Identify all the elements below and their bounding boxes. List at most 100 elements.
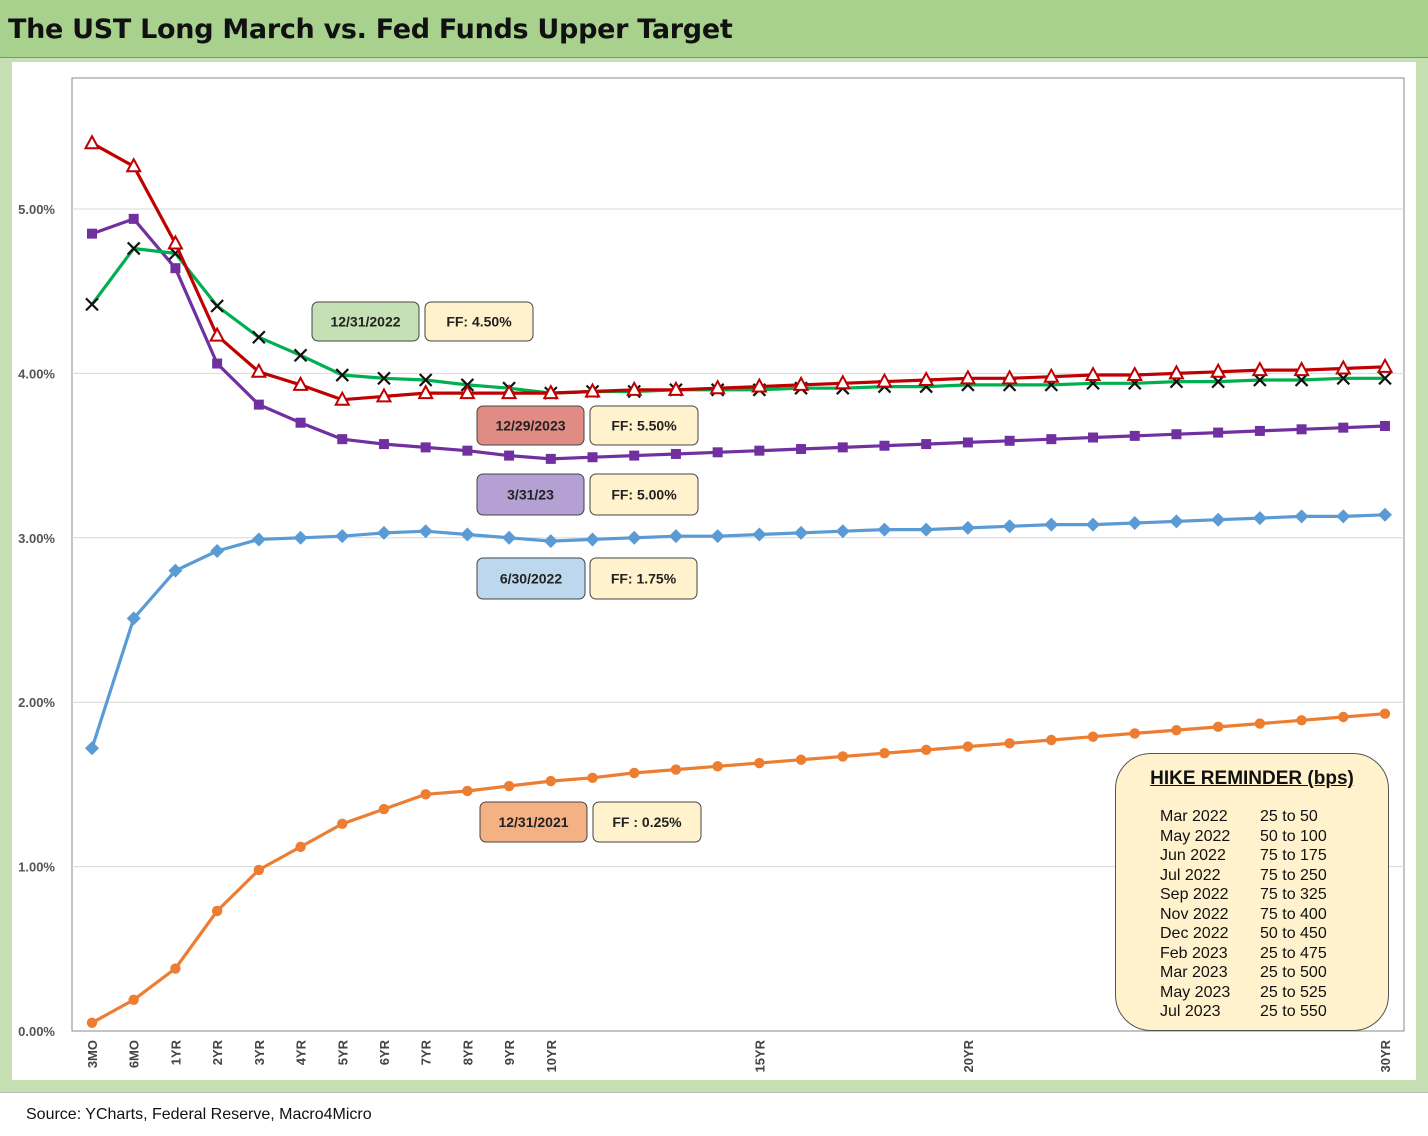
series-line-sMar23 [91, 217, 1386, 461]
hike-month: May 2023 [1160, 983, 1231, 1001]
data-point-s2021 [1338, 711, 1349, 723]
x-tick-label: 2YR [210, 1039, 225, 1065]
footer: Source: YCharts, Federal Reserve, Macro4… [0, 1092, 1428, 1136]
fed-funds-label: FF : 0.25% [612, 814, 682, 830]
data-point-sMar23 [670, 448, 681, 459]
data-point-sJun22 [1002, 519, 1017, 534]
data-point-sJun22 [1378, 507, 1392, 522]
data-point-sMar23 [1213, 427, 1224, 438]
hike-amount: 50 to 450 [1260, 925, 1327, 942]
data-point-sMar23 [796, 444, 807, 455]
data-point-sMar23 [212, 358, 223, 369]
data-point-sJun22 [293, 530, 308, 545]
hike-month: Mar 2022 [1160, 808, 1228, 825]
data-point-s2021 [1087, 731, 1099, 742]
x-tick-label: 3MO [85, 1040, 100, 1068]
data-point-s2021 [420, 789, 431, 800]
data-point-sDec23 [125, 157, 142, 173]
data-point-sDec22 [335, 368, 350, 382]
source-note: Source: YCharts, Federal Reserve, Macro4… [26, 1106, 372, 1123]
y-tick-label: 1.00% [18, 860, 55, 875]
data-point-sDec22 [377, 371, 391, 386]
date-label: 3/31/23 [507, 487, 554, 503]
hike-month: Dec 2022 [1160, 925, 1229, 942]
hike-row: May 2022 50 to 100 [1160, 828, 1327, 846]
data-point-s2021 [1004, 738, 1015, 749]
data-point-sDec23 [1168, 364, 1185, 380]
data-point-s2021 [128, 994, 139, 1005]
date-label: 12/31/2021 [498, 814, 568, 830]
x-tick-label: 3YR [252, 1039, 267, 1065]
hike-month: Sep 2022 [1160, 886, 1229, 903]
data-point-sDec23 [292, 375, 309, 391]
data-point-sJun22 [126, 611, 141, 626]
data-point-s2021 [86, 1017, 98, 1028]
data-point-sDec22 [293, 348, 308, 363]
data-point-sDec23 [1209, 362, 1227, 378]
hike-month: Feb 2023 [1160, 944, 1228, 962]
data-point-sMar23 [504, 450, 515, 461]
hike-amount: 50 to 100 [1260, 827, 1327, 845]
hike-row: Dec 2022 50 to 450 [1160, 925, 1327, 943]
data-point-sMar23 [253, 399, 264, 410]
data-point-sJun22 [668, 529, 683, 544]
data-point-sDec22 [418, 373, 433, 387]
x-tick-label: 10YR [544, 1039, 559, 1072]
data-point-sDec23 [208, 326, 226, 342]
hike-reminder-box: HIKE REMINDER (bps) Mar 2022 25 to 50 May … [1115, 753, 1389, 1031]
data-point-sMar23 [587, 452, 598, 463]
data-point-sDec23 [334, 390, 351, 406]
data-point-sMar23 [170, 263, 181, 274]
data-point-sJun22 [1336, 509, 1351, 524]
data-point-sMar23 [962, 437, 973, 448]
data-point-sDec22 [1378, 371, 1392, 386]
date-label: 6/30/2022 [500, 571, 562, 587]
data-point-sMar23 [128, 213, 139, 224]
hike-row: May 2023 25 to 525 [1160, 984, 1327, 1002]
data-point-sDec23 [1376, 357, 1394, 373]
fed-funds-label: FF: 5.50% [611, 418, 677, 434]
hike-amount: 75 to 250 [1260, 866, 1327, 884]
data-point-sMar23 [837, 442, 848, 453]
y-tick-label: 3.00% [18, 531, 55, 546]
hike-reminder-title: HIKE REMINDER (bps) [1150, 768, 1354, 789]
data-point-s2021 [462, 785, 473, 797]
x-tick-label: 6MO [127, 1040, 142, 1068]
data-point-sDec23 [918, 370, 935, 386]
data-point-sJun22 [376, 525, 391, 540]
data-point-sJun22 [251, 532, 266, 547]
series-line-sDec22 [90, 246, 1385, 395]
y-tick-label: 0.00% [18, 1024, 55, 1039]
data-point-sMar23 [545, 453, 556, 464]
data-point-s2021 [712, 761, 723, 772]
x-tick-label: 15YR [752, 1039, 767, 1072]
data-point-s2021 [837, 751, 848, 762]
data-point-sDec23 [1293, 361, 1310, 377]
data-point-s2021 [503, 780, 515, 792]
data-point-sJun22 [877, 522, 892, 537]
hike-amount: 25 to 50 [1260, 808, 1318, 825]
hike-month: May 2022 [1160, 827, 1231, 845]
data-point-sJun22 [1211, 512, 1226, 527]
hike-month: Nov 2022 [1160, 905, 1229, 923]
data-point-sJun22 [1127, 516, 1142, 531]
hike-month: Jun 2022 [1160, 847, 1226, 864]
data-point-sDec23 [417, 384, 434, 400]
data-point-sJun22 [210, 543, 225, 558]
data-point-s2021 [1296, 715, 1307, 726]
data-point-sDec23 [167, 234, 184, 250]
data-point-s2021 [587, 772, 598, 784]
data-point-sDec23 [792, 375, 810, 391]
y-tick-label: 5.00% [18, 202, 55, 217]
data-point-sDec23 [1084, 365, 1102, 382]
data-point-s2021 [378, 803, 390, 815]
hike-amount: 25 to 475 [1260, 944, 1327, 962]
data-point-sMar23 [337, 434, 348, 445]
data-point-sMar23 [1004, 435, 1015, 446]
x-tick-label: 9YR [502, 1039, 517, 1065]
y-tick-label: 4.00% [18, 366, 55, 381]
x-tick-label: 4YR [294, 1039, 309, 1065]
data-point-s2021 [1212, 721, 1224, 733]
data-point-sMar23 [87, 228, 97, 239]
data-point-sJun22 [919, 522, 934, 537]
